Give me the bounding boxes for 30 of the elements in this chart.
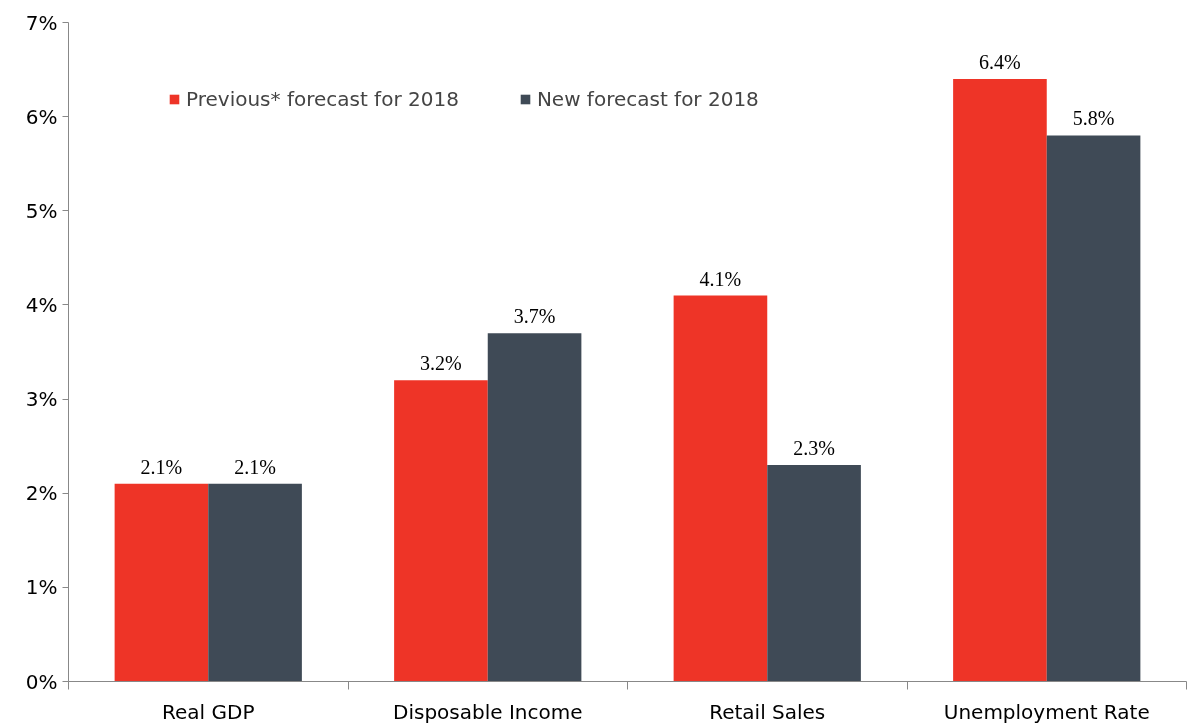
data-label: 2.3%: [793, 436, 835, 459]
bar: [114, 483, 209, 682]
bar: [1046, 135, 1141, 682]
x-tick-label: Real GDP: [162, 699, 255, 724]
y-tick-label: 4%: [25, 292, 58, 317]
y-tick-label: 7%: [25, 10, 58, 35]
bar: [673, 295, 768, 682]
data-label: 3.2%: [420, 352, 462, 375]
y-tick-label: 1%: [25, 575, 58, 600]
y-tick-label: 5%: [25, 198, 58, 223]
x-tick-label: Disposable Income: [393, 699, 583, 724]
bar: [767, 464, 861, 682]
y-tick-label: 2%: [25, 481, 58, 506]
data-label: 5.8%: [1072, 107, 1115, 130]
bar: [953, 78, 1047, 682]
bar: [394, 380, 488, 682]
data-label: 6.4%: [979, 50, 1021, 73]
legend-label: Previous* forecast for 2018: [186, 87, 459, 111]
bar: [208, 483, 302, 682]
data-label: 4.1%: [699, 267, 742, 290]
legend-label: New forecast for 2018: [536, 87, 759, 111]
data-label: 3.7%: [513, 305, 556, 328]
y-tick-label: 3%: [25, 387, 58, 412]
y-tick-label: 6%: [25, 104, 58, 129]
bar: [487, 333, 582, 682]
x-tick-label: Unemployment Rate: [943, 699, 1150, 724]
data-label: 2.1%: [234, 455, 276, 478]
x-tick-label: Retail Sales: [709, 699, 826, 724]
data-label: 2.1%: [140, 455, 183, 478]
y-tick-label: 0%: [25, 669, 58, 694]
